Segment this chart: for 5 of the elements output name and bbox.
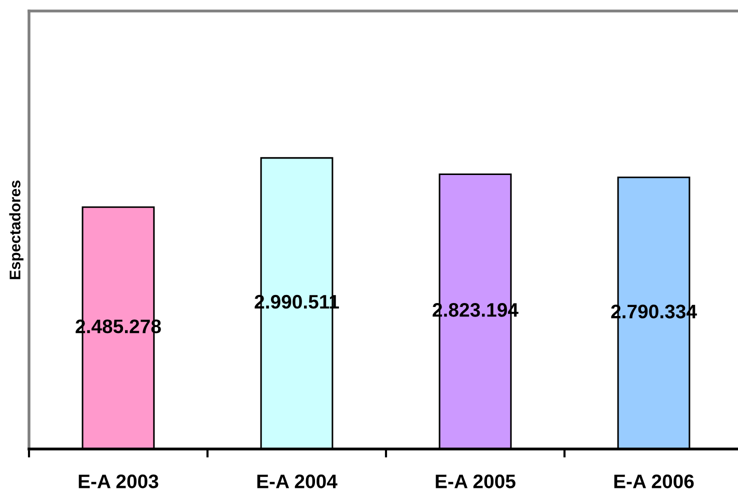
x-tick-label: E-A 2004: [257, 474, 338, 488]
x-tick-label: E-A 2005: [436, 474, 516, 488]
x-tick-label: E-A 2006: [614, 474, 694, 488]
y-axis-title: Espectadores: [9, 180, 24, 280]
x-tick-label: E-A 2003: [78, 474, 158, 488]
